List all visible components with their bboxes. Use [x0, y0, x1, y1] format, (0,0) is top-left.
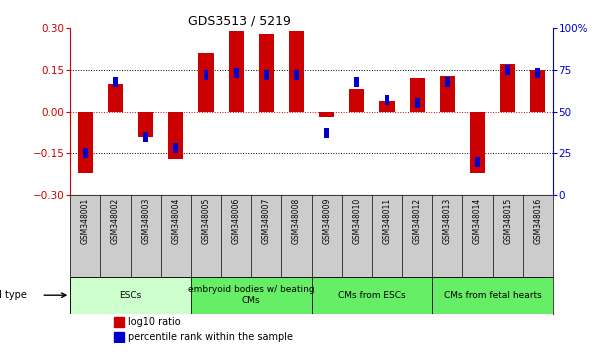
Bar	[168, 112, 183, 159]
Bar	[234, 68, 239, 78]
Bar	[114, 331, 124, 342]
Text: GSM348013: GSM348013	[443, 198, 452, 244]
Bar	[535, 68, 540, 78]
Bar	[312, 277, 433, 314]
Text: GSM348007: GSM348007	[262, 198, 271, 244]
Bar	[108, 84, 123, 112]
Bar	[259, 34, 274, 112]
Text: CMs from fetal hearts: CMs from fetal hearts	[444, 291, 541, 300]
Text: log10 ratio: log10 ratio	[128, 317, 181, 327]
Text: GSM348010: GSM348010	[353, 198, 361, 244]
Text: CMs from ESCs: CMs from ESCs	[338, 291, 406, 300]
Bar	[384, 95, 389, 105]
Bar	[349, 90, 364, 112]
Bar	[203, 70, 208, 80]
Bar	[289, 31, 304, 112]
Bar	[199, 53, 214, 112]
Bar	[409, 78, 425, 112]
Bar	[415, 98, 420, 108]
Bar	[138, 112, 153, 137]
Bar	[445, 77, 450, 87]
Bar	[530, 70, 546, 112]
Text: GSM348008: GSM348008	[292, 198, 301, 244]
Text: GSM348003: GSM348003	[141, 198, 150, 244]
Bar	[354, 77, 359, 87]
Bar	[324, 129, 329, 138]
Text: embryoid bodies w/ beating
CMs: embryoid bodies w/ beating CMs	[188, 285, 315, 305]
Text: GSM348001: GSM348001	[81, 198, 90, 244]
Bar	[174, 143, 178, 153]
Text: GSM348011: GSM348011	[382, 198, 392, 244]
Text: GSM348009: GSM348009	[322, 198, 331, 244]
Bar	[470, 112, 485, 173]
Text: GSM348014: GSM348014	[473, 198, 482, 244]
Text: GSM348016: GSM348016	[533, 198, 543, 244]
Text: ESCs: ESCs	[120, 291, 142, 300]
Text: GSM348004: GSM348004	[171, 198, 180, 244]
Title: GDS3513 / 5219: GDS3513 / 5219	[188, 14, 291, 27]
Bar	[113, 77, 118, 87]
Text: GSM348005: GSM348005	[202, 198, 211, 244]
Bar	[191, 277, 312, 314]
Bar	[433, 277, 553, 314]
Bar	[70, 277, 191, 314]
Text: GSM348002: GSM348002	[111, 198, 120, 244]
Bar	[114, 317, 124, 327]
Bar	[264, 70, 269, 80]
Bar	[505, 65, 510, 75]
Bar	[229, 31, 244, 112]
Bar	[379, 101, 395, 112]
Text: cell type: cell type	[0, 290, 27, 300]
Bar	[143, 132, 148, 142]
Text: percentile rank within the sample: percentile rank within the sample	[128, 332, 293, 342]
Bar	[319, 112, 334, 117]
Bar	[440, 75, 455, 112]
Bar	[83, 148, 88, 159]
Text: GSM348012: GSM348012	[412, 198, 422, 244]
Bar	[78, 112, 93, 173]
Text: GSM348015: GSM348015	[503, 198, 512, 244]
Bar	[475, 157, 480, 167]
Bar	[500, 64, 515, 112]
Text: GSM348006: GSM348006	[232, 198, 241, 244]
Bar	[294, 70, 299, 80]
